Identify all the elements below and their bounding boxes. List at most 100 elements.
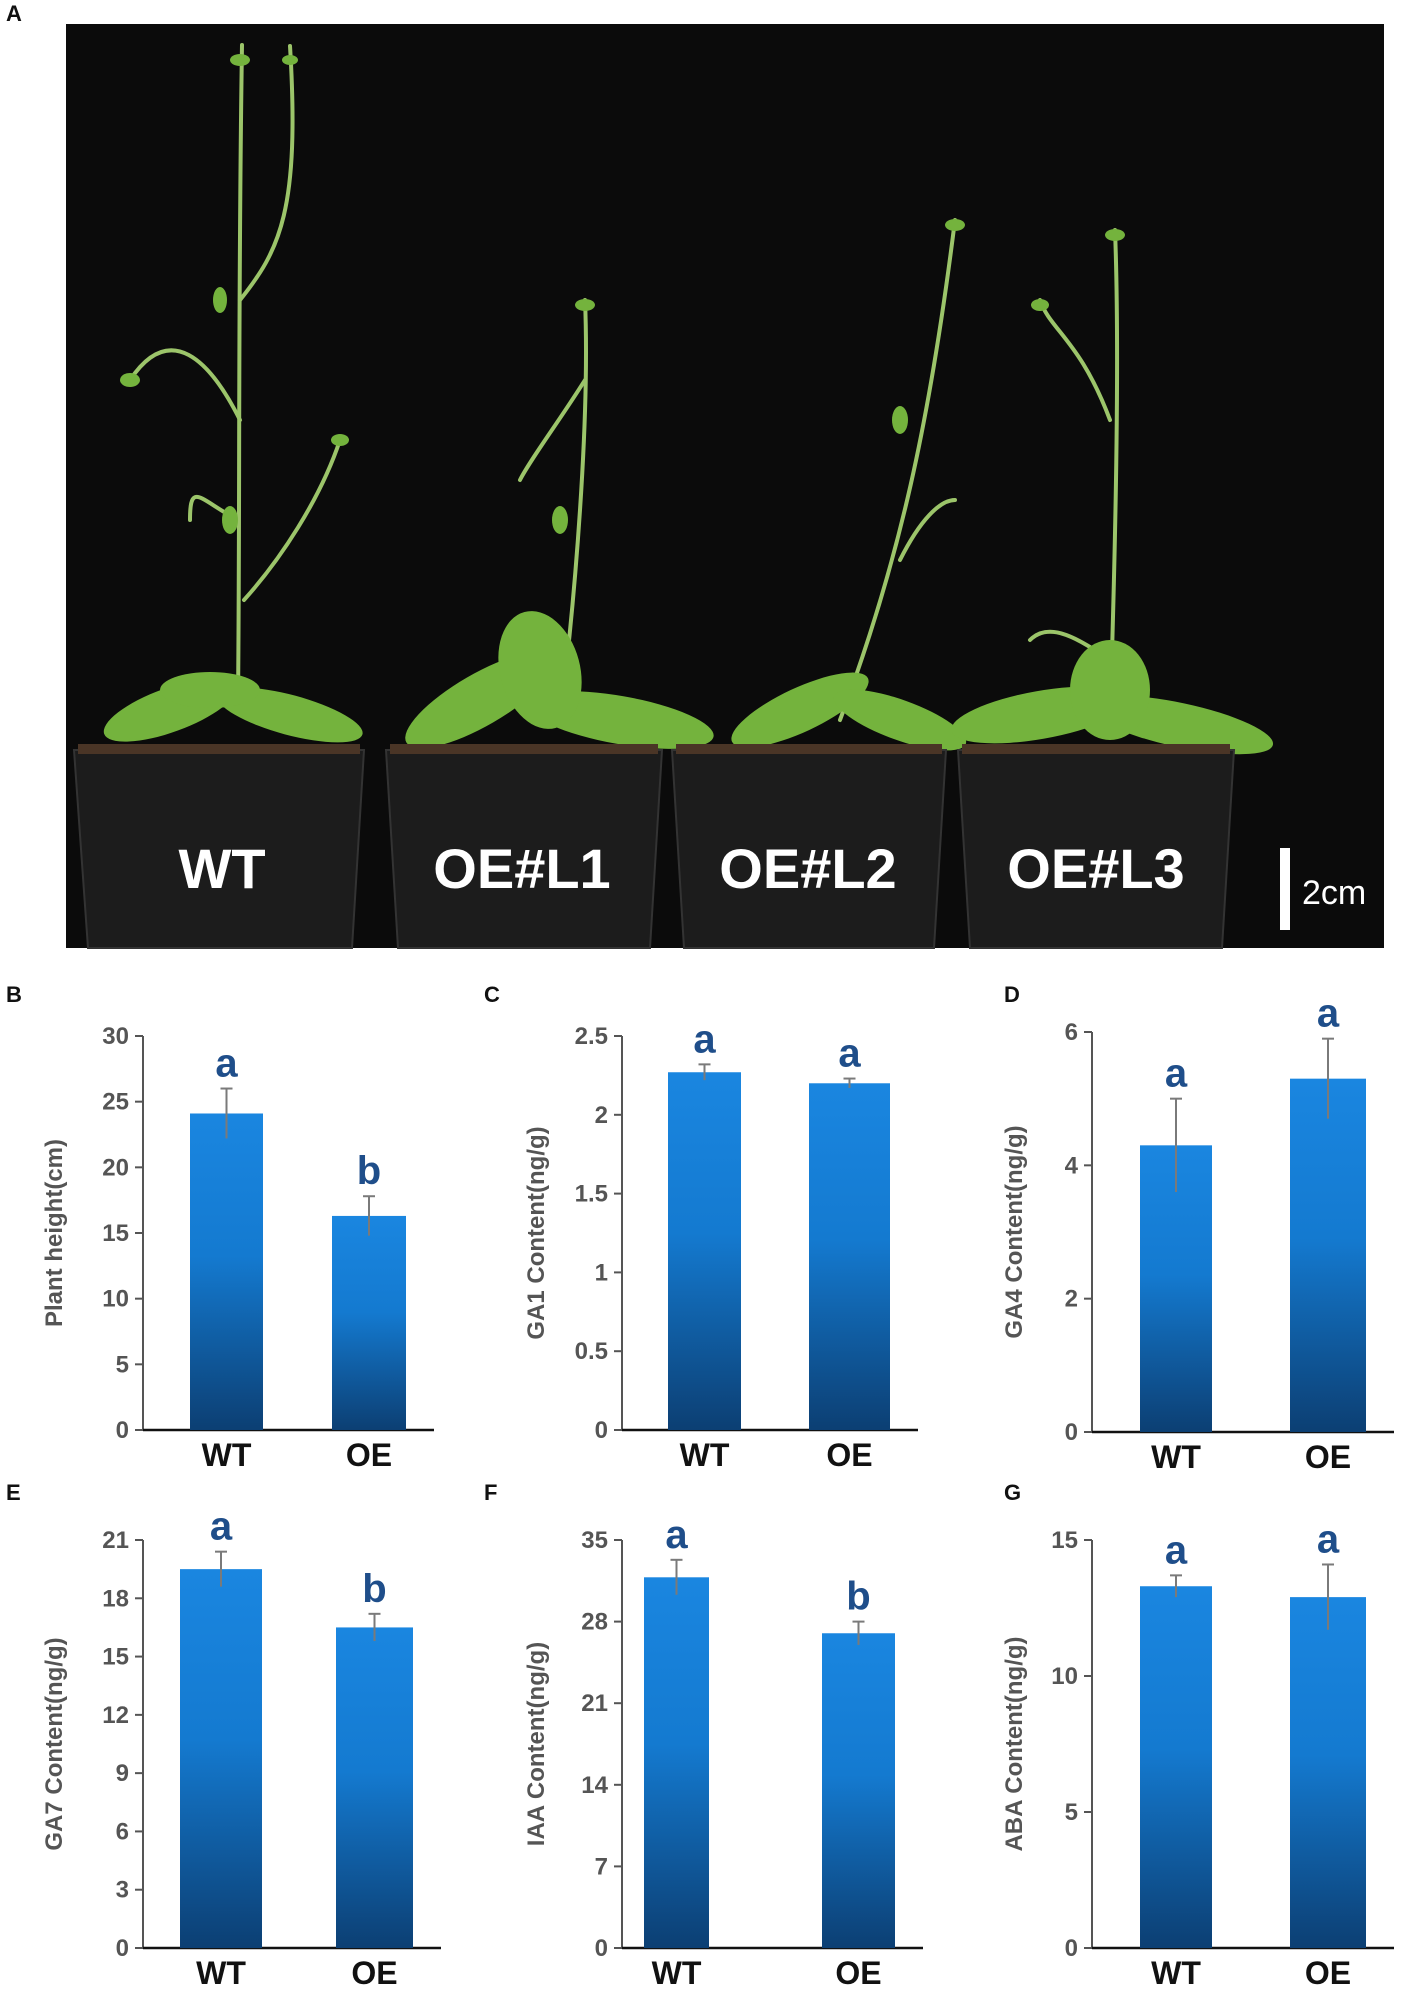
x-tick-label: WT (652, 1955, 702, 1991)
significance-label: a (838, 1032, 861, 1076)
y-tick-label: 0 (1065, 1935, 1078, 1962)
significance-label: a (215, 1042, 238, 1086)
significance-label: a (1165, 1052, 1188, 1096)
y-tick-label: 14 (581, 1772, 608, 1799)
y-tick-label: 0 (595, 1935, 608, 1962)
y-tick-label: 3 (116, 1877, 129, 1904)
x-tick-label: OE (835, 1955, 881, 1991)
significance-label: b (846, 1575, 870, 1619)
bar-wt (644, 1577, 709, 1948)
y-tick-label: 4 (1065, 1152, 1079, 1179)
y-tick-label: 0 (1065, 1419, 1078, 1446)
y-tick-label: 15 (1051, 1527, 1078, 1554)
x-tick-label: OE (1305, 1955, 1351, 1991)
panel-letter-d: D (1004, 982, 1020, 1007)
significance-label: a (693, 1017, 716, 1061)
significance-label: a (665, 1513, 688, 1557)
panel-letter-b: B (6, 982, 22, 1007)
bar-oe (332, 1215, 406, 1430)
bar-wt (190, 1113, 263, 1430)
panel-a-photo: A (6, 1, 1384, 949)
significance-label: a (1317, 1517, 1340, 1561)
y-tick-label: 2 (1065, 1286, 1078, 1313)
photo-label-wt: WT (178, 837, 265, 900)
photo-label-oe-l1: OE#L1 (433, 837, 610, 900)
bar-oe (822, 1633, 895, 1948)
y-tick-label: 28 (581, 1609, 608, 1636)
y-tick-label: 2.5 (575, 1023, 608, 1050)
significance-label: b (362, 1567, 386, 1611)
y-axis-title: GA4 Content(ng/g) (1001, 1125, 1028, 1338)
y-tick-label: 0 (116, 1935, 129, 1962)
panel-letter-f: F (484, 1480, 497, 1505)
y-tick-label: 30 (102, 1023, 129, 1050)
chart-c: C 0 0.5 1 1.5 2 2.5 GA1 Content(ng/g) a WT a OE (484, 982, 918, 1473)
y-tick-label: 0.5 (575, 1338, 608, 1365)
x-tick-label: WT (202, 1437, 252, 1473)
panel-letter-c: C (484, 982, 500, 1007)
y-tick-label: 10 (102, 1286, 129, 1313)
x-tick-label: WT (196, 1955, 246, 1991)
x-tick-label: OE (1305, 1439, 1351, 1475)
bar-wt (1140, 1586, 1212, 1948)
y-tick-label: 10 (1051, 1663, 1078, 1690)
y-tick-label: 18 (102, 1585, 129, 1612)
y-tick-label: 6 (1065, 1019, 1078, 1046)
x-tick-label: OE (826, 1437, 872, 1473)
bar-wt (1140, 1145, 1212, 1432)
x-tick-label: WT (680, 1437, 730, 1473)
y-tick-label: 0 (116, 1417, 129, 1444)
bar-oe (336, 1627, 413, 1948)
significance-label: a (210, 1505, 233, 1549)
significance-label: a (1317, 992, 1340, 1036)
y-tick-label: 20 (102, 1154, 129, 1181)
photo-label-oe-l3: OE#L3 (1007, 837, 1184, 900)
plant-buds (120, 54, 1125, 534)
chart-e: E 0 3 6 9 12 15 18 21 GA7 Content(ng/g) a WT b OE (6, 1480, 441, 1991)
photo-label-oe-l2: OE#L2 (719, 837, 896, 900)
chart-d: D 0 2 4 6 GA4 Content(ng/g) a WT a OE (1001, 982, 1394, 1475)
panel-letter-e: E (6, 1480, 21, 1505)
bar-oe (1290, 1078, 1366, 1432)
significance-label: b (357, 1149, 381, 1193)
y-tick-label: 21 (581, 1690, 608, 1717)
y-axis-title: ABA Content(ng/g) (1001, 1636, 1028, 1851)
scale-bar (1280, 848, 1290, 930)
bar-wt (180, 1569, 262, 1948)
y-tick-label: 21 (102, 1527, 129, 1554)
x-tick-label: WT (1151, 1439, 1201, 1475)
y-tick-label: 25 (102, 1089, 129, 1116)
y-axis-title: IAA Content(ng/g) (523, 1642, 550, 1846)
bar-oe (1290, 1597, 1366, 1948)
y-tick-label: 2 (595, 1102, 608, 1129)
x-tick-label: OE (351, 1955, 397, 1991)
panel-letter-g: G (1004, 1480, 1021, 1505)
x-tick-label: WT (1151, 1955, 1201, 1991)
chart-f: F 0 7 14 21 28 35 IAA Content(ng/g) a WT b OE (484, 1480, 923, 1991)
y-tick-label: 15 (102, 1220, 129, 1247)
plant-pots (72, 749, 1236, 949)
bar-wt (668, 1072, 741, 1430)
y-tick-label: 12 (102, 1702, 129, 1729)
bar-oe (809, 1083, 890, 1430)
plant-rosettes (103, 611, 1274, 755)
chart-b: B 0 5 10 15 20 25 30 Plant height(cm) a WT b OE (6, 982, 434, 1473)
significance-label: a (1165, 1528, 1188, 1572)
x-tick-label: OE (346, 1437, 392, 1473)
y-tick-label: 9 (116, 1760, 129, 1787)
y-axis-title: GA1 Content(ng/g) (523, 1126, 550, 1339)
y-tick-label: 7 (595, 1853, 608, 1880)
soil (78, 744, 1230, 754)
y-tick-label: 5 (116, 1351, 129, 1378)
y-tick-label: 35 (581, 1527, 608, 1554)
panel-letter-a: A (6, 1, 22, 26)
y-tick-label: 0 (595, 1417, 608, 1444)
y-tick-label: 1.5 (575, 1181, 608, 1208)
y-axis-title: Plant height(cm) (41, 1139, 68, 1327)
y-tick-label: 6 (116, 1818, 129, 1845)
chart-g: G 0 5 10 15 ABA Content(ng/g) a WT a OE (1001, 1480, 1394, 1991)
y-tick-label: 1 (595, 1259, 608, 1286)
y-axis-title: GA7 Content(ng/g) (41, 1637, 68, 1850)
